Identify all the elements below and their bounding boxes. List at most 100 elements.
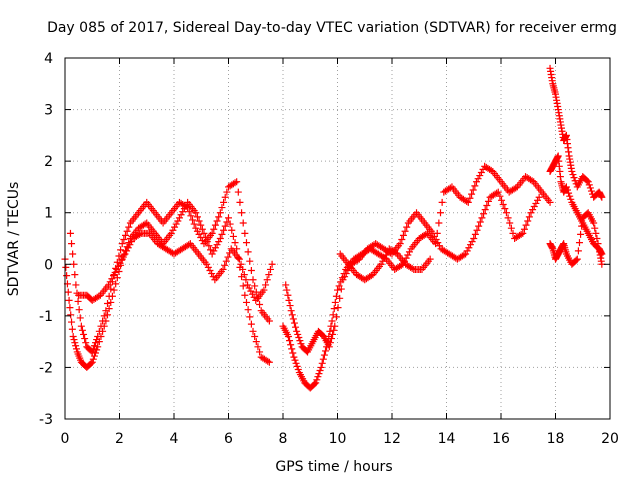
data-point bbox=[99, 317, 107, 325]
y-tick-label: 1 bbox=[44, 206, 53, 222]
data-point bbox=[284, 332, 292, 340]
data-point bbox=[422, 230, 430, 238]
data-point bbox=[95, 327, 103, 335]
data-point bbox=[377, 260, 385, 268]
data-point bbox=[242, 298, 250, 306]
data-point bbox=[195, 230, 203, 238]
data-point bbox=[325, 343, 333, 351]
data-point bbox=[192, 224, 200, 232]
data-point bbox=[251, 332, 259, 340]
data-point bbox=[574, 247, 582, 255]
data-point bbox=[254, 343, 262, 351]
data-point bbox=[68, 318, 76, 326]
data-point bbox=[266, 265, 274, 273]
data-point bbox=[249, 276, 257, 284]
data-point bbox=[185, 241, 193, 249]
data-point bbox=[81, 335, 89, 343]
data-point bbox=[218, 230, 226, 238]
data-point bbox=[198, 225, 206, 233]
data-point bbox=[463, 197, 471, 205]
data-point bbox=[179, 208, 187, 216]
data-point bbox=[341, 273, 349, 281]
data-point bbox=[562, 183, 570, 191]
data-point bbox=[126, 241, 134, 249]
data-point bbox=[66, 304, 74, 312]
data-point bbox=[195, 217, 203, 225]
data-point bbox=[426, 255, 434, 263]
data-point bbox=[113, 265, 121, 273]
data-point bbox=[432, 236, 440, 244]
data-point bbox=[182, 203, 190, 211]
data-point bbox=[220, 226, 228, 234]
data-point bbox=[527, 209, 535, 217]
data-point bbox=[208, 229, 216, 237]
data-point bbox=[174, 217, 182, 225]
data-point bbox=[234, 188, 242, 196]
data-point bbox=[78, 326, 86, 334]
data-point bbox=[246, 313, 254, 321]
y-tick-label: -1 bbox=[39, 309, 53, 325]
data-point bbox=[583, 177, 591, 185]
data-point bbox=[572, 256, 580, 264]
data-point bbox=[224, 253, 232, 261]
data-point bbox=[206, 266, 214, 274]
data-point bbox=[498, 196, 506, 204]
data-point bbox=[236, 198, 244, 206]
data-point bbox=[229, 232, 237, 240]
data-point bbox=[74, 297, 82, 305]
data-point bbox=[244, 281, 252, 289]
data-point bbox=[473, 226, 481, 234]
data-point bbox=[586, 184, 594, 192]
data-point bbox=[354, 256, 362, 264]
data-point bbox=[203, 260, 211, 268]
x-tick-label: 12 bbox=[383, 431, 401, 447]
data-point bbox=[483, 201, 491, 209]
data-point bbox=[396, 240, 404, 248]
data-point bbox=[463, 247, 471, 255]
data-point bbox=[339, 276, 347, 284]
data-point bbox=[110, 272, 118, 280]
data-point bbox=[493, 189, 501, 197]
data-point bbox=[64, 288, 72, 296]
data-point bbox=[239, 282, 247, 290]
data-point bbox=[404, 251, 412, 259]
data-point bbox=[475, 222, 483, 230]
data-point bbox=[283, 286, 291, 294]
series-track-9 bbox=[546, 209, 606, 268]
data-point bbox=[118, 256, 126, 264]
data-point bbox=[282, 281, 290, 289]
data-point bbox=[245, 284, 253, 292]
data-point bbox=[593, 235, 601, 242]
data-point bbox=[226, 220, 234, 228]
data-point bbox=[522, 221, 530, 229]
data-point bbox=[534, 196, 542, 204]
data-point bbox=[62, 263, 70, 271]
data-point bbox=[517, 230, 525, 238]
data-point bbox=[314, 373, 322, 381]
data-point bbox=[89, 345, 97, 353]
data-point bbox=[524, 217, 532, 225]
data-point bbox=[480, 210, 488, 218]
x-tick-label: 8 bbox=[279, 431, 288, 447]
data-point bbox=[107, 298, 115, 306]
data-point bbox=[570, 174, 578, 182]
data-point bbox=[242, 276, 250, 284]
data-point bbox=[93, 346, 101, 354]
data-point bbox=[331, 298, 339, 306]
data-point bbox=[190, 220, 198, 228]
data-point bbox=[525, 213, 533, 221]
data-point bbox=[175, 214, 183, 222]
x-tick-label: 16 bbox=[492, 431, 510, 447]
data-point bbox=[117, 246, 125, 254]
data-point bbox=[330, 326, 338, 334]
x-axis-label: GPS time / hours bbox=[275, 459, 392, 475]
data-point bbox=[319, 355, 327, 363]
data-point bbox=[462, 250, 470, 258]
data-point bbox=[239, 219, 247, 227]
data-point bbox=[535, 193, 543, 201]
x-tick-label: 20 bbox=[601, 431, 619, 447]
data-point bbox=[329, 330, 337, 338]
data-point bbox=[398, 236, 406, 244]
data-point bbox=[471, 230, 479, 238]
data-point bbox=[115, 252, 123, 260]
